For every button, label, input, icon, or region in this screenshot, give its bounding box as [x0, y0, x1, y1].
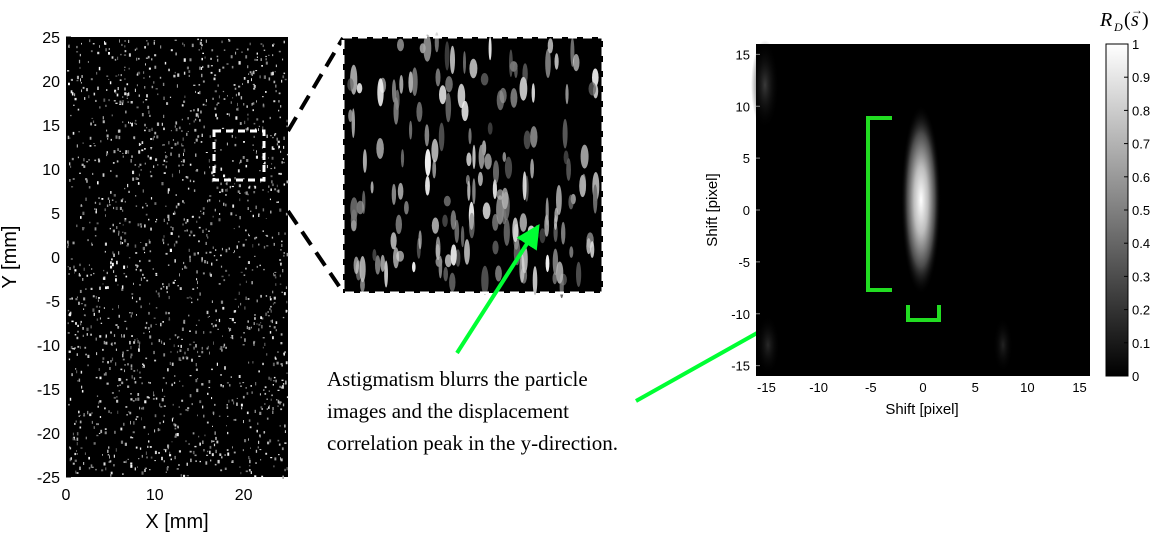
left-x-tick-label: 0: [62, 487, 71, 504]
correlation-x-tick-label: -5: [865, 380, 877, 395]
zoom-region-box: [212, 129, 266, 182]
zoomed-inset: [341, 32, 605, 299]
colorbar-tick-label: 0.2: [1132, 303, 1150, 318]
colorbar: 1 0.9 0.8 0.7 0.6 0.5 0.4 0.3 0.2 0.1 0 R D ( s → …: [1099, 3, 1150, 384]
left-y-tick-label: 25: [42, 30, 60, 47]
svg-text:s: s: [1131, 9, 1139, 31]
left-y-tick-label: 20: [42, 74, 60, 91]
correlation-peak: [901, 105, 941, 295]
left-y-tick-label: 0: [51, 250, 60, 267]
colorbar-tick-label: 0: [1132, 369, 1139, 384]
annotation-line-3: correlation peak in the y-direction.: [327, 431, 618, 455]
annotation-text: Astigmatism blurrs the particle images a…: [327, 367, 618, 455]
left-x-ticks: 0 10 20: [62, 487, 253, 504]
left-y-tick-label: -5: [46, 294, 60, 311]
particle-image-panel: 25 20 15 10 5 0 -5 -10 -15 -20 -25 0 10 20 X [mm] Y …: [0, 30, 289, 533]
svg-text:): ): [1142, 9, 1149, 31]
particle-image: [66, 37, 288, 477]
zoom-connector-bottom: [286, 209, 345, 294]
correlation-y-tick-label: -10: [731, 307, 750, 322]
colorbar-ticks: 1 0.9 0.8 0.7 0.6 0.5 0.4 0.3 0.2 0.1 0: [1124, 37, 1150, 384]
colorbar-tick-label: 0.9: [1132, 70, 1150, 85]
annotation-line-2: images and the displacement: [327, 399, 569, 423]
left-x-axis-label: X [mm]: [145, 511, 208, 533]
correlation-x-tick-label: 10: [1020, 380, 1034, 395]
correlation-y-tick-label: -15: [731, 359, 750, 374]
side-lobe-left: [751, 40, 779, 130]
left-y-axis-label: Y [mm]: [0, 226, 21, 289]
left-y-tick-label: 15: [42, 118, 60, 135]
arrow-to-inset: [455, 223, 540, 355]
left-x-tick-label: 20: [235, 487, 253, 504]
svg-text:(: (: [1124, 9, 1131, 31]
svg-text:D: D: [1113, 20, 1123, 34]
correlation-x-ticks: -15 -10 -5 0 5 10 15: [757, 380, 1087, 395]
bracket-small: [906, 305, 941, 322]
bracket-large: [866, 116, 892, 292]
svg-text:R: R: [1099, 9, 1112, 31]
particle-speckles: [67, 38, 289, 479]
correlation-x-tick-label: 5: [972, 380, 979, 395]
colorbar-tick-label: 0.1: [1132, 336, 1150, 351]
zoomed-inset-border: [341, 35, 605, 295]
side-lobe-bottom-right: [993, 317, 1013, 373]
correlation-x-tick-label: 0: [919, 380, 926, 395]
colorbar-tick-label: 0.5: [1132, 203, 1150, 218]
correlation-x-axis-label: Shift [pixel]: [885, 401, 958, 418]
correlation-map-panel: 15 10 5 0 -5 -10 -15 -15 -10 -5 0 5 10 15 Shift [pix…: [704, 40, 1090, 418]
correlation-y-axis-label: Shift [pixel]: [704, 173, 721, 246]
colorbar-title: R D ( s → ): [1099, 3, 1149, 34]
left-y-tick-label: -15: [37, 382, 60, 399]
blurred-particles: [347, 32, 600, 299]
colorbar-tick-label: 0.7: [1132, 137, 1150, 152]
colorbar-tick-label: 0.3: [1132, 269, 1150, 284]
correlation-y-tick-label: -5: [738, 255, 750, 270]
svg-text:→: →: [1131, 3, 1143, 17]
correlation-y-tick-label: 10: [736, 99, 750, 114]
left-y-tick-label: 10: [42, 162, 60, 179]
left-y-tick-label: -10: [37, 338, 60, 355]
zoom-connector-top: [286, 36, 345, 133]
left-y-tick-label: -20: [37, 426, 60, 443]
colorbar-tick-label: 0.8: [1132, 103, 1150, 118]
correlation-y-ticks: 15 10 5 0 -5 -10 -15: [731, 47, 760, 374]
colorbar-tick-label: 1: [1132, 37, 1139, 52]
annotation-line-1: Astigmatism blurrs the particle: [327, 367, 588, 391]
correlation-y-tick-label: 0: [743, 203, 750, 218]
left-y-tick-label: 5: [51, 206, 60, 223]
left-y-tick-label: -25: [37, 470, 60, 487]
left-y-ticks: 25 20 15 10 5 0 -5 -10 -15 -20 -25: [37, 30, 71, 487]
correlation-y-tick-label: 15: [736, 47, 750, 62]
colorbar-tick-label: 0.6: [1132, 170, 1150, 185]
left-x-tick-label: 10: [146, 487, 164, 504]
correlation-y-tick-label: 5: [743, 151, 750, 166]
side-lobe-bottom-left: [756, 315, 780, 375]
correlation-x-tick-label: -10: [809, 380, 828, 395]
colorbar-tick-label: 0.4: [1132, 236, 1150, 251]
correlation-x-tick-label: 15: [1072, 380, 1086, 395]
correlation-x-tick-label: -15: [757, 380, 776, 395]
